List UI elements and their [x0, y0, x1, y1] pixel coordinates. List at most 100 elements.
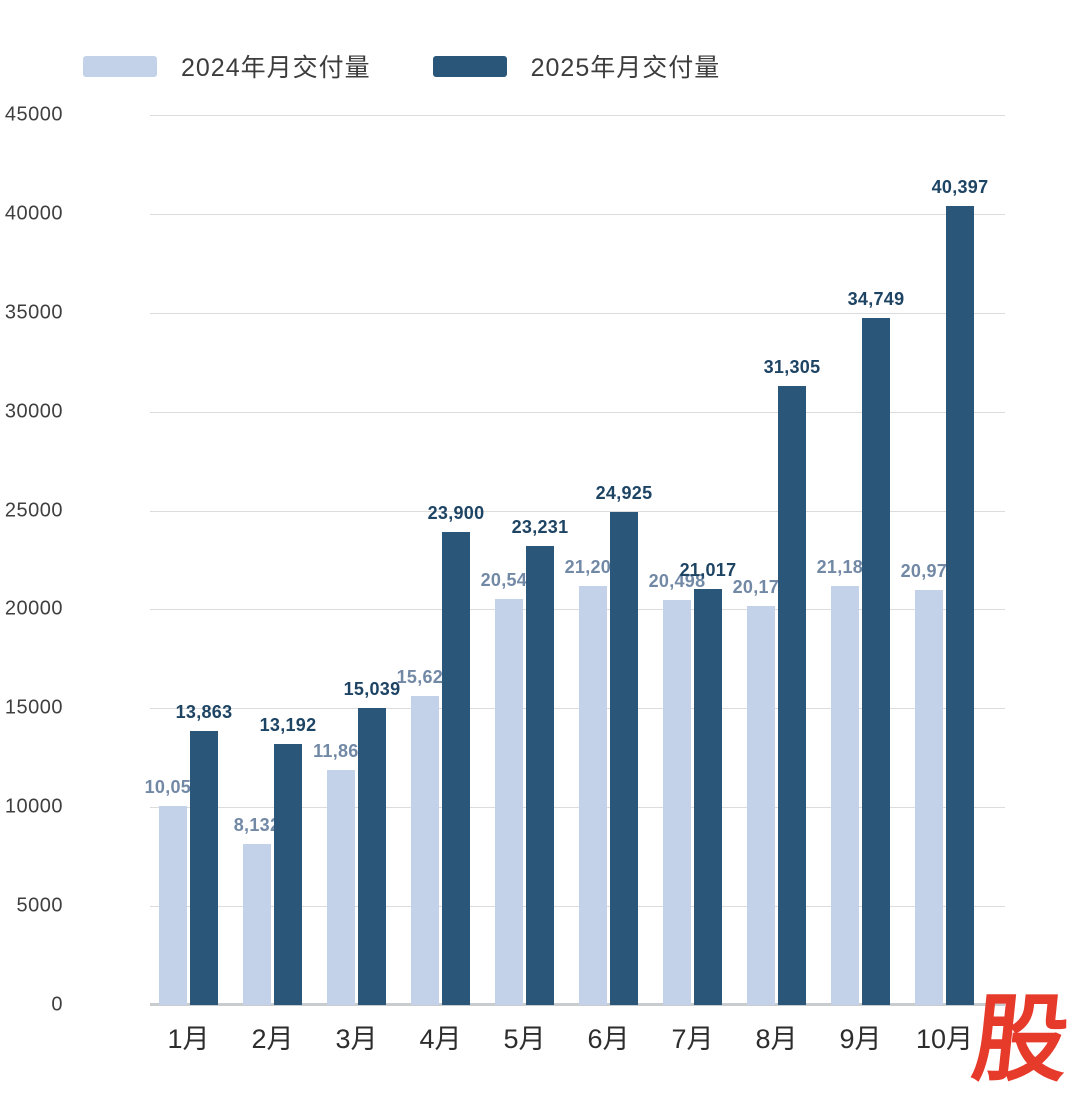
x-axis-tick-3月: 3月	[335, 1024, 378, 1054]
bar-value-label: 23,900	[427, 503, 485, 524]
y-axis-tick-5000: 5000	[16, 894, 63, 917]
bar-value-label: 34,749	[847, 288, 905, 309]
bar-slot: 34,749	[848, 115, 904, 1005]
x-axis-tick-5月: 5月	[503, 1024, 546, 1054]
legend: 2024年月交付量 2025年月交付量	[83, 48, 720, 84]
legend-item-2025年月交付量: 2025年月交付量	[432, 48, 721, 84]
bar-value-label: 21,181	[816, 557, 874, 578]
bar-slot: 13,863	[176, 115, 232, 1005]
bar-value-label: 20,976	[900, 561, 958, 582]
y-axis-tick-0: 0	[51, 993, 63, 1016]
x-axis-tick-2月: 2月	[251, 1024, 294, 1054]
legend-swatch-icon	[432, 55, 507, 77]
bar-2024-7月	[663, 599, 691, 1005]
y-axis-tick-30000: 30000	[4, 400, 63, 423]
gridline-10000	[150, 807, 1005, 809]
gridline-35000	[150, 312, 1005, 314]
bar-value-label: 13,863	[175, 701, 233, 722]
x-axis-tick-7月: 7月	[671, 1024, 714, 1054]
bar-slot: 23,231	[512, 115, 568, 1005]
bar-value-label: 20,498	[648, 570, 706, 591]
y-axis-tick-35000: 35000	[4, 301, 63, 324]
bar-2025-7月	[694, 589, 722, 1005]
gridline-5000	[150, 906, 1005, 908]
bar-value-label: 20,176	[732, 576, 790, 597]
gridline-25000	[150, 510, 1005, 512]
bar-slot: 20,976	[901, 115, 957, 1005]
y-axis-tick-15000: 15000	[4, 696, 63, 719]
gridline-20000	[150, 609, 1005, 611]
bar-group-10月: 20,976 40,397 10月	[901, 115, 989, 1054]
bar-2025-6月	[610, 512, 638, 1005]
bar-value-label: 8,132	[233, 815, 281, 836]
y-axis-tick-20000: 20000	[4, 597, 63, 620]
gridline-40000	[150, 213, 1005, 215]
bar-slot: 21,181	[817, 115, 873, 1005]
bar-slot: 31,305	[764, 115, 820, 1005]
bar-value-label: 11,866	[313, 741, 369, 762]
bar-2025-5月	[526, 545, 554, 1005]
x-axis-tick-4月: 4月	[419, 1024, 462, 1054]
bar-2025-3月	[358, 707, 386, 1005]
x-axis-tick-6月: 6月	[587, 1024, 630, 1054]
bar-2024-5月	[495, 598, 523, 1005]
bar-group-6月: 21,209 24,925 6月	[565, 115, 653, 1054]
bar-2024-2月	[243, 844, 271, 1005]
bar-value-label: 31,305	[763, 356, 821, 377]
bar-value-label: 21,209	[564, 556, 622, 577]
bar-value-label: 21,017	[679, 560, 737, 581]
y-axis-tick-10000: 10000	[4, 795, 63, 818]
bar-2025-10月	[946, 206, 974, 1005]
bar-slot: 21,017	[680, 115, 736, 1005]
x-axis-line	[150, 1003, 1005, 1006]
bar-slot: 20,176	[733, 115, 789, 1005]
legend-label: 2024年月交付量	[181, 54, 371, 82]
bar-2025-8月	[778, 385, 806, 1005]
x-axis-tick-8月: 8月	[755, 1024, 798, 1054]
bar-value-label: 40,397	[931, 177, 989, 198]
bar-2024-4月	[411, 696, 439, 1005]
bar-2024-8月	[747, 605, 775, 1005]
bar-slot: 11,866	[313, 115, 369, 1005]
plot-area: 0 5000 10000 15000 20000 25000 30000 35000 40000…	[5, 104, 1005, 1054]
bar-2024-6月	[579, 585, 607, 1005]
bar-slot: 23,900	[428, 115, 484, 1005]
bar-value-label: 24,925	[595, 483, 653, 504]
bar-slot: 15,039	[344, 115, 400, 1005]
bar-group-1月: 10,055 13,863 1月	[145, 115, 233, 1054]
gridline-15000	[150, 708, 1005, 710]
watermark: 股	[967, 985, 1074, 1095]
bar-2025-1月	[190, 730, 218, 1005]
bar-value-label: 23,231	[511, 516, 569, 537]
bar-2024-1月	[159, 806, 187, 1005]
y-axis-tick-25000: 25000	[4, 499, 63, 522]
bar-slot: 20,498	[649, 115, 705, 1005]
bar-2025-4月	[442, 532, 470, 1005]
y-axis-tick-40000: 40000	[4, 202, 63, 225]
gridline-30000	[150, 411, 1005, 413]
bar-slot: 15,620	[397, 115, 453, 1005]
bar-group-5月: 20,544 23,231 5月	[481, 115, 569, 1054]
bar-2025-9月	[862, 317, 890, 1005]
legend-swatch-icon	[83, 55, 157, 77]
bar-2024-9月	[831, 586, 859, 1005]
bar-value-label: 15,620	[396, 667, 454, 688]
legend-label: 2025年月交付量	[530, 54, 721, 82]
bar-2024-10月	[915, 590, 943, 1005]
bar-group-4月: 15,620 23,900 4月	[397, 115, 485, 1054]
bar-slot: 40,397	[932, 115, 988, 1005]
bar-group-7月: 20,498 21,017 7月	[649, 115, 737, 1054]
bar-value-label: 20,544	[480, 569, 538, 590]
bar-slot: 21,209	[565, 115, 621, 1005]
bar-value-label: 15,039	[343, 678, 401, 699]
bar-2024-3月	[327, 770, 355, 1005]
legend-item-2024年月交付量: 2024年月交付量	[83, 48, 371, 84]
y-axis-tick-45000: 45000	[4, 103, 63, 126]
bar-value-label: 13,192	[259, 715, 317, 736]
gridline-45000	[150, 115, 1005, 116]
x-axis-tick-1月: 1月	[167, 1024, 210, 1054]
bar-slot: 10,055	[145, 115, 201, 1005]
bar-slot: 8,132	[234, 115, 280, 1005]
bar-slot: 20,544	[481, 115, 537, 1005]
